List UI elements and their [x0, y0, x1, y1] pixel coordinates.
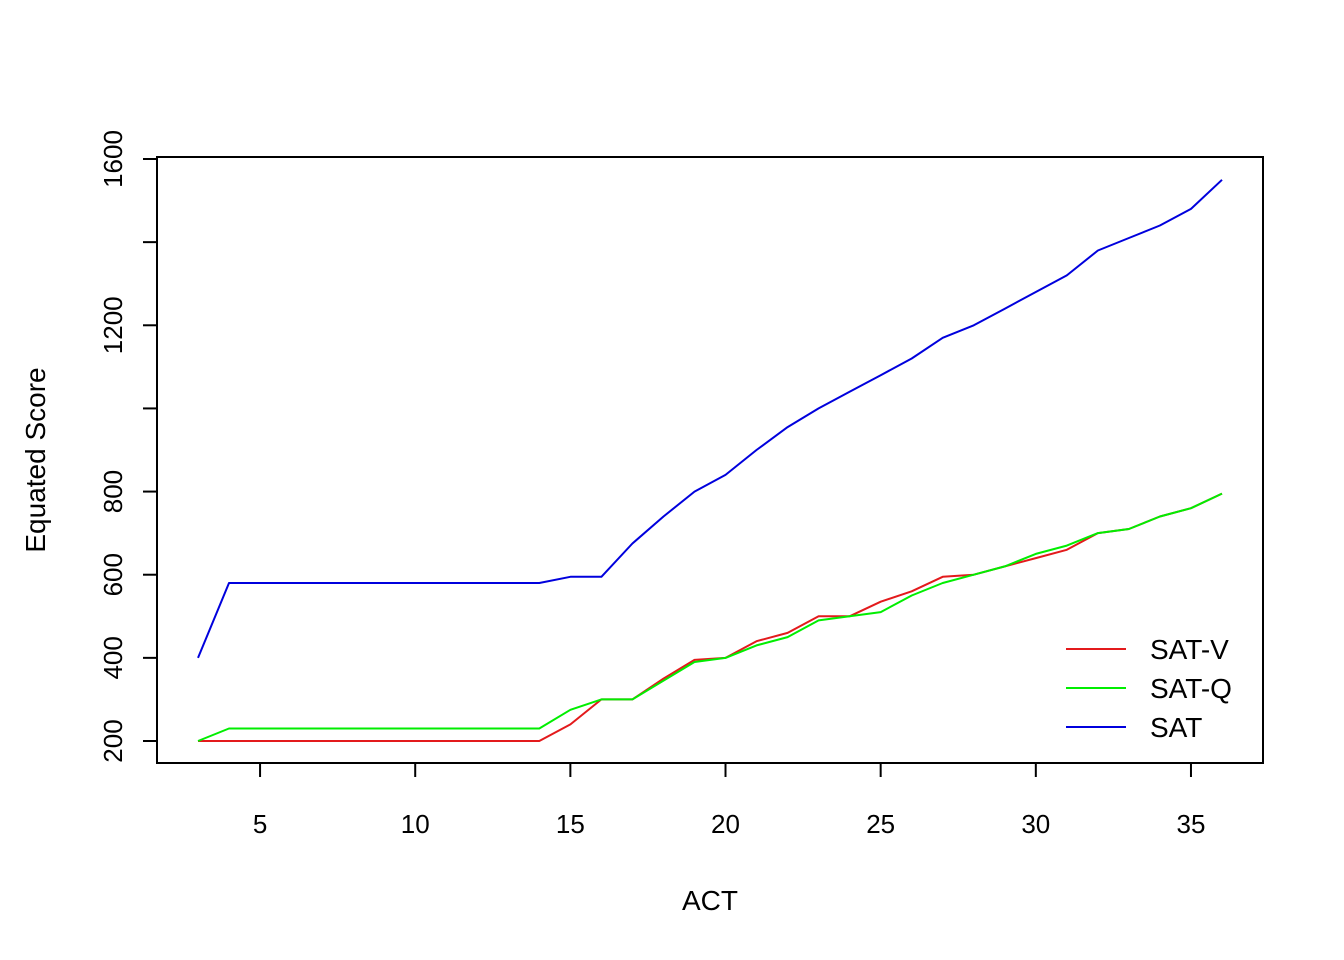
y-tick-label: 1200 — [98, 296, 128, 354]
series-layer — [197, 179, 1223, 742]
y-axis: 200 400 600 800 1200 1600 — [98, 130, 158, 763]
x-axis: 5 10 15 20 25 30 35 — [253, 762, 1206, 839]
x-tick-label: 35 — [1177, 809, 1206, 839]
x-tick-label: 10 — [401, 809, 430, 839]
series-line-sat-v — [198, 492, 1223, 742]
y-axis-title: Equated Score — [20, 367, 51, 552]
y-tick-label: 200 — [98, 719, 128, 762]
legend-label-sat: SAT — [1150, 712, 1202, 743]
series-line-sat-q — [197, 492, 1223, 742]
y-tick-label: 600 — [98, 553, 128, 596]
y-tick-label: 800 — [98, 470, 128, 513]
legend-label-sat-v: SAT-V — [1150, 634, 1229, 665]
legend-label-sat-q: SAT-Q — [1150, 673, 1232, 704]
plot-frame — [156, 156, 1264, 764]
x-axis-title: ACT — [682, 885, 738, 916]
series-line-sat — [197, 179, 1223, 659]
x-tick-label: 15 — [556, 809, 585, 839]
legend: SAT-V SAT-Q SAT — [1066, 634, 1232, 743]
x-tick-label: 30 — [1021, 809, 1050, 839]
x-tick-label: 5 — [253, 809, 267, 839]
x-tick-label: 20 — [711, 809, 740, 839]
y-tick-label: 1600 — [98, 130, 128, 188]
y-tick-label: 400 — [98, 636, 128, 679]
x-tick-label: 25 — [866, 809, 895, 839]
